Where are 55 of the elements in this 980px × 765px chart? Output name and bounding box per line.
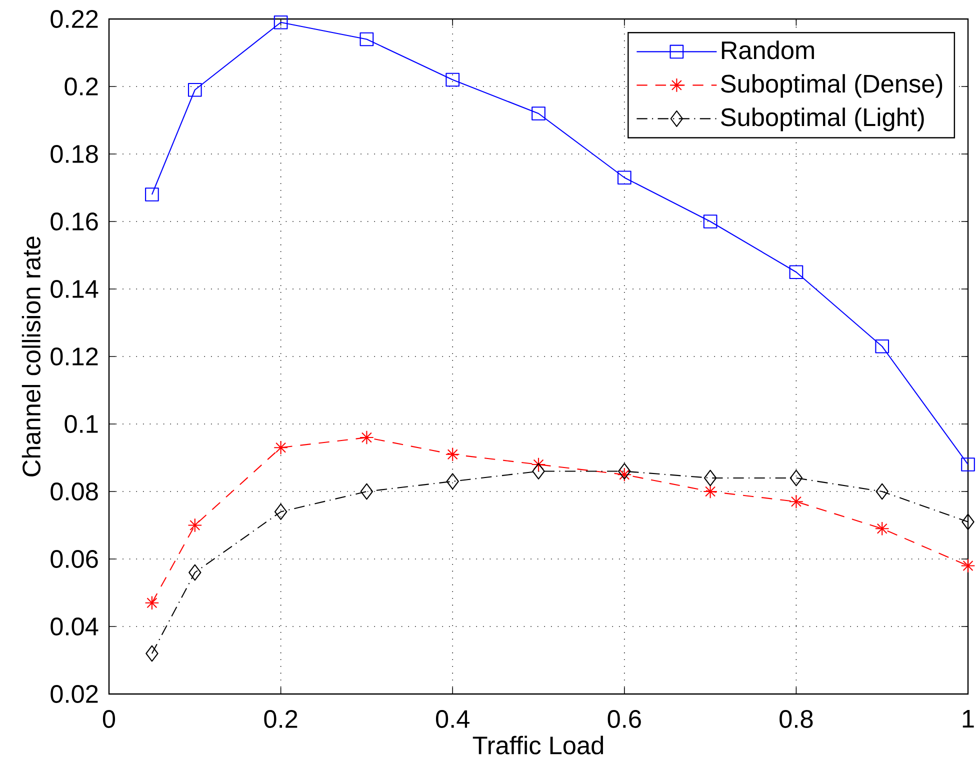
point <box>874 521 890 536</box>
point <box>274 15 288 30</box>
x-tick-label: 0.4 <box>436 710 470 728</box>
point <box>703 214 718 228</box>
legend-label: Suboptimal (Dense) <box>721 74 942 98</box>
point <box>446 72 460 87</box>
point <box>617 170 632 185</box>
legend-label: Random <box>722 40 814 60</box>
y-tick-label: 0.2 <box>64 78 98 96</box>
x-tick-label: 0.6 <box>608 710 641 728</box>
y-tick-label: 0.22 <box>50 10 98 28</box>
x-tick-label: 1 <box>962 710 974 728</box>
point <box>789 265 804 280</box>
x-axis-title: Traffic Load <box>472 736 604 754</box>
point <box>617 467 632 482</box>
legend-label: Suboptimal (Light) <box>721 108 924 132</box>
point <box>961 458 975 472</box>
point <box>274 503 288 520</box>
y-axis-title: Channel collision rate <box>22 236 41 476</box>
point <box>445 447 460 462</box>
point <box>188 564 202 581</box>
y-tick-label: 0.08 <box>50 482 98 500</box>
point <box>962 514 974 530</box>
point <box>360 483 374 500</box>
y-tick-label: 0.02 <box>50 685 98 703</box>
x-tick-label: 0 <box>102 710 116 728</box>
x-tick-label: 0.8 <box>780 710 813 728</box>
point <box>876 483 888 500</box>
y-tick-label: 0.04 <box>50 618 98 636</box>
point <box>960 558 976 573</box>
y-tick-label: 0.16 <box>50 212 98 230</box>
point <box>532 106 546 120</box>
y-tick-label: 0.18 <box>50 145 98 163</box>
point <box>875 339 890 354</box>
point <box>145 188 159 202</box>
point <box>188 82 202 97</box>
point <box>360 32 374 46</box>
point <box>144 596 160 610</box>
point <box>789 494 804 509</box>
point <box>790 470 803 486</box>
point <box>360 430 374 445</box>
y-tick-label: 0.12 <box>50 348 98 366</box>
point <box>532 462 545 480</box>
point <box>618 462 631 480</box>
point <box>146 645 158 662</box>
y-tick-label: 0.1 <box>64 415 98 433</box>
y-tick-label: 0.14 <box>50 280 98 298</box>
x-tick-label: 0.2 <box>264 710 298 728</box>
point <box>188 518 202 532</box>
point <box>274 440 288 455</box>
point <box>703 484 718 499</box>
y-tick-label: 0.06 <box>50 550 98 568</box>
point <box>446 473 459 490</box>
point <box>531 457 546 472</box>
point <box>704 470 717 486</box>
